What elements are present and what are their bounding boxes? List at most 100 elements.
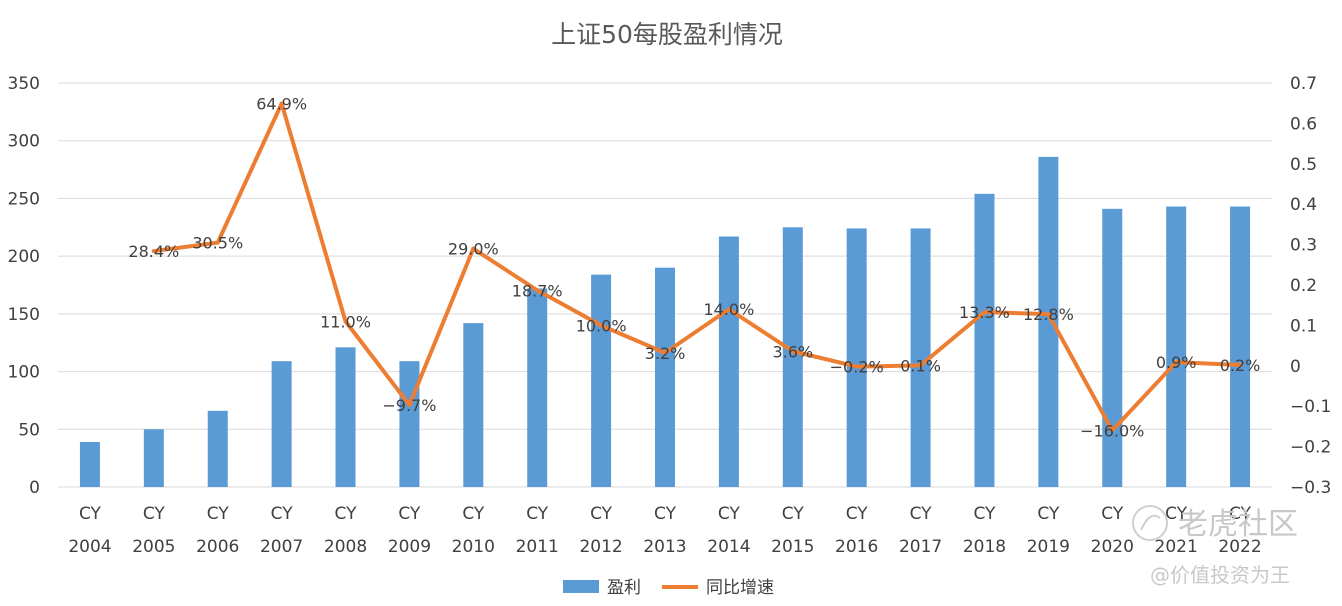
growth-point [1238, 362, 1243, 367]
growth-point [535, 288, 540, 293]
growth-data-label: 3.6% [772, 342, 813, 361]
growth-data-label: 18.7% [512, 281, 563, 300]
profit-bar [335, 347, 356, 487]
profit-bar [718, 236, 739, 487]
growth-point [151, 249, 156, 254]
growth-point [471, 246, 476, 251]
profit-bar [79, 441, 100, 487]
profit-bar [1038, 156, 1059, 488]
x-tick-label-year: 2008 [324, 537, 367, 557]
profit-bar [1230, 206, 1251, 487]
right-y-tick-label: 0.2 [1290, 276, 1317, 296]
growth-point [1046, 312, 1051, 317]
growth-data-label: 30.5% [192, 234, 243, 253]
growth-data-label: 29.0% [448, 240, 499, 259]
growth-data-label: 0.1% [900, 356, 941, 375]
legend: 盈利 同比增速 [563, 578, 774, 598]
right-y-tick-label: −0.2 [1290, 438, 1331, 458]
growth-data-label: 0.2% [1220, 356, 1261, 375]
x-tick-label-year: 2010 [452, 537, 495, 557]
growth-line [151, 101, 1243, 433]
x-tick-label-year: 2004 [68, 537, 111, 557]
growth-data-label: 12.8% [1023, 305, 1074, 324]
profit-bar [655, 267, 675, 487]
growth-data-label: 13.3% [959, 303, 1010, 322]
growth-data-label: −9.7% [382, 396, 436, 415]
x-tick-label-year: 2012 [579, 537, 622, 557]
x-tick-label-prefix: CY [654, 504, 677, 524]
profit-bar [910, 228, 931, 487]
right-y-tick-label: 0.7 [1290, 74, 1317, 94]
x-tick-label-year: 2020 [1091, 537, 1134, 557]
growth-point [982, 310, 987, 315]
legend-label-growth: 同比增速 [706, 578, 774, 598]
left-y-tick-label: 200 [8, 247, 40, 267]
left-y-tick-label: 350 [8, 74, 40, 94]
profit-bar [974, 193, 995, 487]
growth-point [854, 364, 859, 369]
right-y-tick-label: 0 [1290, 357, 1301, 377]
right-y-axis: −0.3 −0.2 −0.1 0 0.1 0.2 0.3 0.4 0.5 0.6 0.7 [1290, 74, 1331, 498]
x-tick-label-prefix: CY [398, 504, 421, 524]
profit-bars [79, 156, 1251, 488]
x-tick-label-prefix: CY [973, 504, 996, 524]
right-y-tick-label: 0.1 [1290, 316, 1317, 336]
x-tick-label-year: 2016 [835, 537, 878, 557]
profit-bar [1166, 206, 1187, 487]
x-tick-label-year: 2015 [771, 537, 814, 557]
x-tick-label-year: 2006 [196, 537, 239, 557]
left-y-tick-label: 250 [8, 189, 40, 209]
x-tick-label-year: 2007 [260, 537, 303, 557]
x-tick-label-year: 2013 [643, 537, 686, 557]
left-y-tick-label: 100 [8, 363, 40, 383]
x-axis: CY 2004 CY 2005 CY 2006 CY 2007 CY 2008 CY 2009 CY 20… [68, 504, 1261, 557]
profit-bar [846, 228, 867, 487]
growth-data-label: −16.0% [1080, 421, 1144, 440]
right-y-tick-label: −0.3 [1290, 478, 1331, 498]
x-tick-label-prefix: CY [271, 504, 294, 524]
profit-bar [207, 410, 228, 487]
legend-label-profit: 盈利 [607, 578, 641, 598]
right-y-tick-label: 0.5 [1290, 155, 1317, 175]
profit-bar [271, 361, 292, 487]
x-tick-label-prefix: CY [782, 504, 805, 524]
growth-data-label: 11.0% [320, 312, 371, 331]
watermark-brand: 老虎社区 [1178, 507, 1298, 542]
x-tick-label-prefix: CY [1165, 504, 1188, 524]
x-tick-label-prefix: CY [462, 504, 485, 524]
x-tick-label-year: 2022 [1218, 537, 1261, 557]
x-tick-label-prefix: CY [143, 504, 166, 524]
profit-bar [143, 429, 164, 487]
growth-line-series [151, 101, 1243, 433]
x-tick-label-prefix: CY [335, 504, 358, 524]
growth-data-label: 0.9% [1156, 353, 1197, 372]
left-y-tick-label: 150 [8, 305, 40, 325]
growth-data-label: 10.0% [576, 316, 627, 335]
right-y-tick-label: 0.4 [1290, 195, 1317, 215]
right-y-tick-label: 0.3 [1290, 236, 1317, 256]
left-y-tick-label: 0 [29, 478, 40, 498]
x-tick-label-prefix: CY [1037, 504, 1060, 524]
x-tick-label-prefix: CY [910, 504, 933, 524]
x-tick-label-prefix: CY [718, 504, 741, 524]
growth-data-label: 3.2% [645, 344, 686, 363]
growth-point [726, 307, 731, 312]
x-tick-label-prefix: CY [79, 504, 102, 524]
x-tick-label-prefix: CY [846, 504, 869, 524]
growth-data-label: −0.2% [830, 358, 884, 377]
profit-bar [1102, 208, 1123, 487]
growth-data-label: 14.0% [703, 300, 754, 319]
profit-bar [591, 274, 612, 487]
x-tick-label-year: 2009 [388, 537, 431, 557]
x-tick-label-year: 2019 [1027, 537, 1070, 557]
x-tick-label-prefix: CY [526, 504, 549, 524]
x-tick-label-prefix: CY [207, 504, 230, 524]
x-tick-label-year: 2018 [963, 537, 1006, 557]
growth-data-label: 64.9% [256, 95, 307, 114]
x-tick-label-year: 2011 [516, 537, 559, 557]
left-y-axis: 0 50 100 150 200 250 300 350 [8, 74, 40, 498]
right-y-tick-label: 0.6 [1290, 114, 1317, 134]
x-tick-label-prefix: CY [1229, 504, 1252, 524]
profit-bar [527, 288, 548, 487]
